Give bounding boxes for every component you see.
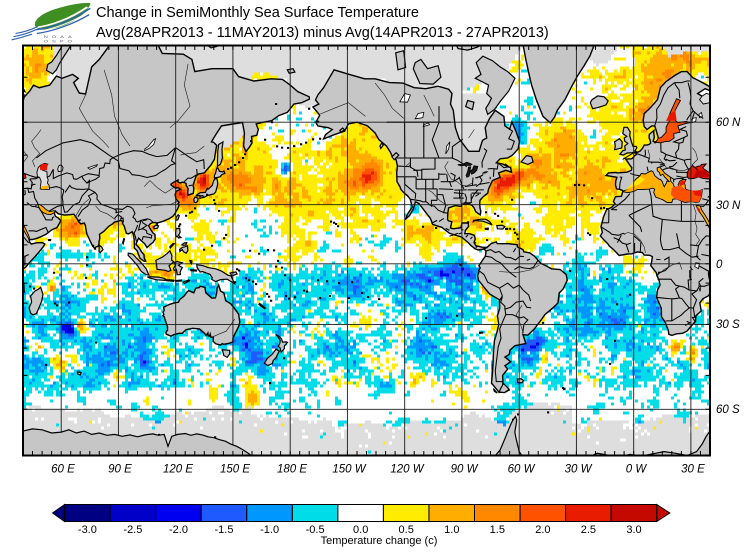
svg-text:90 W: 90 W — [451, 464, 479, 476]
svg-text:60 E: 60 E — [51, 464, 75, 476]
svg-text:150 W: 150 W — [332, 464, 366, 476]
svg-text:0.5: 0.5 — [399, 524, 414, 536]
svg-text:-2.0: -2.0 — [169, 524, 188, 536]
svg-text:0: 0 — [716, 259, 723, 271]
svg-text:NOAA: NOAA — [44, 35, 76, 40]
svg-text:-0.5: -0.5 — [306, 524, 325, 536]
svg-text:3.0: 3.0 — [626, 524, 641, 536]
svg-text:-1.5: -1.5 — [215, 524, 234, 536]
svg-text:2.0: 2.0 — [535, 524, 550, 536]
svg-text:120 E: 120 E — [163, 464, 193, 476]
svg-text:-2.5: -2.5 — [123, 524, 142, 536]
svg-text:0 W: 0 W — [626, 464, 648, 476]
svg-text:30 N: 30 N — [716, 200, 741, 212]
svg-text:180 E: 180 E — [277, 464, 307, 476]
svg-text:-3.0: -3.0 — [78, 524, 97, 536]
svg-text:-1.0: -1.0 — [260, 524, 279, 536]
svg-text:2.5: 2.5 — [581, 524, 596, 536]
svg-text:30 W: 30 W — [565, 464, 593, 476]
svg-text:30 E: 30 E — [681, 464, 705, 476]
svg-text:0.0: 0.0 — [353, 524, 368, 536]
svg-text:90 E: 90 E — [108, 464, 132, 476]
svg-text:30 S: 30 S — [716, 319, 740, 331]
svg-text:Temperature change (c): Temperature change (c) — [321, 535, 438, 547]
svg-text:60 W: 60 W — [508, 464, 536, 476]
svg-text:60 N: 60 N — [716, 117, 741, 129]
svg-text:60 S: 60 S — [716, 404, 740, 416]
svg-text:150 E: 150 E — [220, 464, 250, 476]
svg-text:1.0: 1.0 — [444, 524, 459, 536]
svg-text:Change in SemiMonthly Sea Surf: Change in SemiMonthly Sea Surface Temper… — [96, 5, 419, 21]
svg-text:1.5: 1.5 — [490, 524, 505, 536]
svg-text:120 W: 120 W — [390, 464, 424, 476]
svg-text:Avg(28APR2013 - 11MAY2013) min: Avg(28APR2013 - 11MAY2013) minus Avg(14A… — [96, 25, 549, 41]
svg-text:OSPO: OSPO — [44, 39, 76, 44]
